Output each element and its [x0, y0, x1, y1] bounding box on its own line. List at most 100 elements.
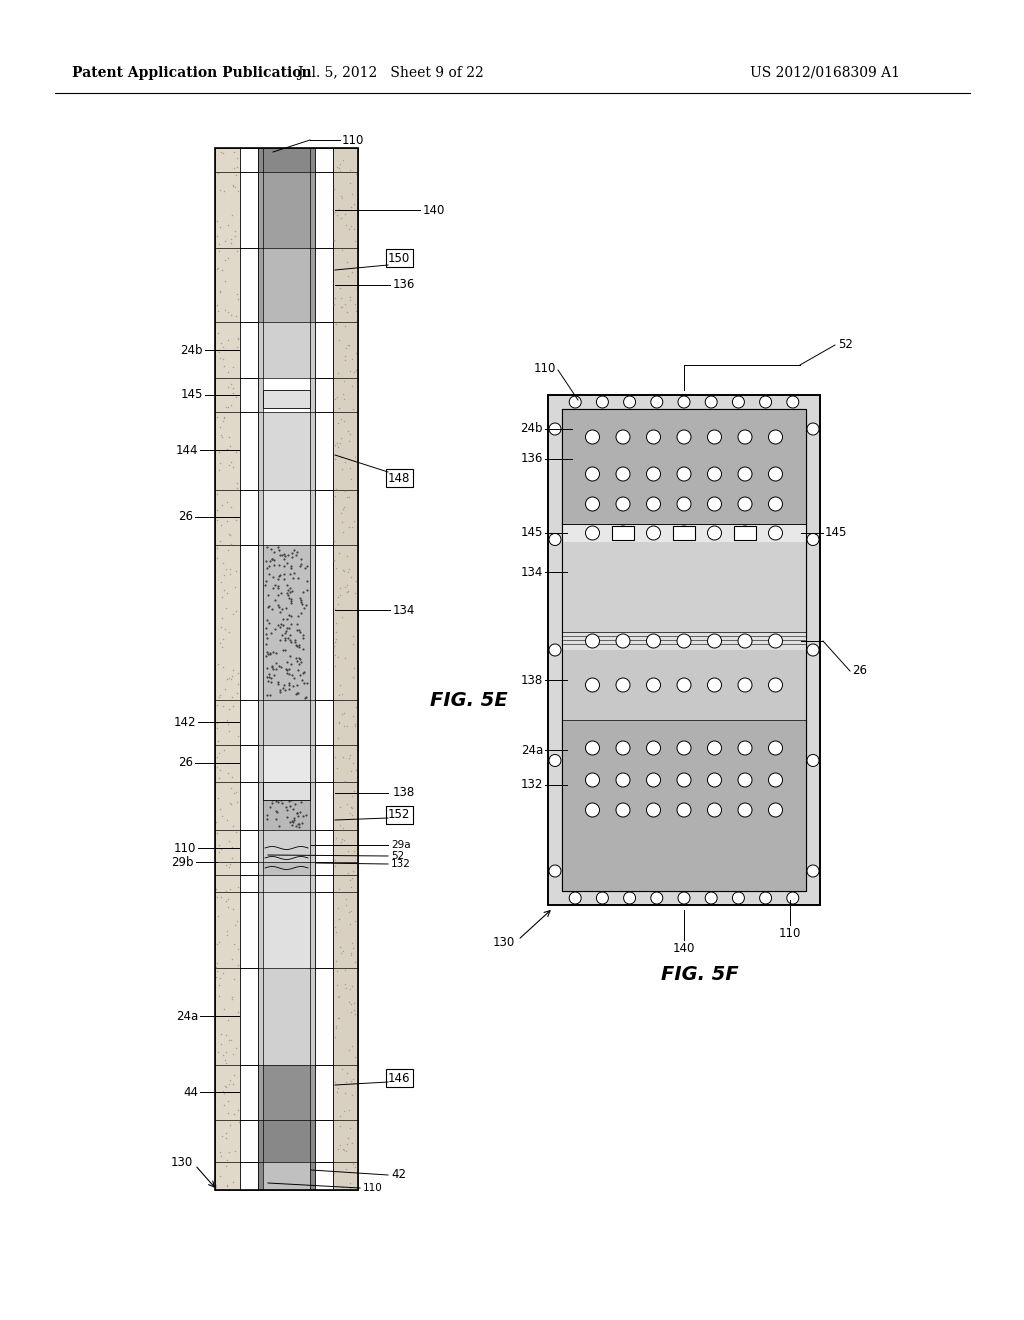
Point: [209, 711, 225, 733]
Bar: [310, 781, 315, 830]
Point: [745, 544, 762, 565]
Text: 144: 144: [175, 444, 198, 457]
Point: [281, 583, 297, 605]
Point: [264, 656, 281, 677]
Point: [758, 546, 774, 568]
Point: [586, 570, 602, 591]
Point: [766, 663, 782, 684]
Point: [688, 657, 705, 678]
Point: [692, 558, 709, 579]
Point: [571, 569, 588, 590]
Point: [764, 649, 780, 671]
Point: [222, 558, 239, 579]
Point: [218, 511, 234, 532]
Point: [218, 1175, 234, 1196]
Circle shape: [708, 467, 722, 480]
Point: [557, 606, 573, 627]
Point: [616, 577, 633, 598]
Point: [270, 656, 287, 677]
Point: [628, 590, 644, 611]
Point: [290, 568, 306, 589]
Point: [746, 581, 763, 602]
Point: [777, 553, 794, 574]
Point: [578, 549, 594, 570]
Point: [677, 594, 693, 615]
Point: [332, 796, 348, 817]
Point: [326, 635, 342, 656]
Point: [601, 667, 617, 688]
Point: [282, 624, 298, 645]
Point: [229, 148, 246, 169]
Point: [639, 573, 655, 594]
Point: [788, 643, 805, 664]
Point: [640, 659, 656, 680]
Point: [685, 709, 701, 730]
Bar: [310, 378, 315, 412]
Point: [618, 557, 635, 578]
Point: [605, 656, 622, 677]
Point: [345, 1069, 361, 1090]
Point: [331, 684, 347, 705]
Point: [714, 708, 730, 729]
Point: [275, 776, 292, 797]
Bar: [240, 172, 258, 248]
Point: [265, 554, 282, 576]
Point: [700, 657, 717, 678]
Point: [732, 578, 749, 599]
Point: [632, 550, 648, 572]
Point: [228, 165, 245, 186]
Point: [229, 663, 246, 684]
Point: [327, 294, 343, 315]
Point: [719, 565, 735, 586]
Bar: [215, 148, 240, 172]
Point: [794, 671, 810, 692]
Point: [561, 535, 578, 556]
Bar: [315, 744, 333, 781]
Point: [221, 719, 238, 741]
Bar: [263, 378, 310, 412]
Bar: [240, 148, 258, 172]
Point: [212, 515, 228, 536]
Point: [345, 626, 361, 647]
Point: [700, 667, 717, 688]
Point: [649, 694, 666, 715]
Point: [329, 433, 345, 454]
Point: [282, 605, 298, 626]
Point: [730, 591, 746, 612]
Point: [717, 619, 733, 640]
Text: 52: 52: [838, 338, 853, 351]
Point: [212, 968, 228, 989]
Bar: [240, 1119, 258, 1162]
Point: [744, 677, 761, 698]
Point: [290, 813, 306, 834]
Point: [715, 656, 731, 677]
Point: [209, 210, 225, 231]
Point: [776, 546, 793, 568]
Circle shape: [586, 525, 599, 540]
Point: [786, 651, 803, 672]
Point: [575, 564, 592, 585]
Point: [258, 685, 274, 706]
Point: [575, 581, 592, 602]
Point: [560, 648, 577, 669]
Point: [637, 602, 653, 623]
Circle shape: [678, 892, 690, 904]
Point: [627, 619, 643, 640]
Point: [328, 1018, 344, 1039]
Point: [581, 573, 597, 594]
Point: [648, 686, 665, 708]
Point: [778, 545, 795, 566]
Point: [757, 702, 773, 723]
Point: [289, 803, 305, 824]
Point: [342, 286, 358, 308]
Point: [344, 797, 360, 818]
Point: [630, 583, 646, 605]
Point: [709, 609, 725, 630]
Point: [219, 214, 236, 235]
Text: 110: 110: [342, 133, 365, 147]
Bar: [263, 781, 310, 800]
Bar: [315, 968, 333, 1065]
Point: [276, 622, 293, 643]
Point: [212, 281, 228, 302]
Point: [727, 601, 743, 622]
